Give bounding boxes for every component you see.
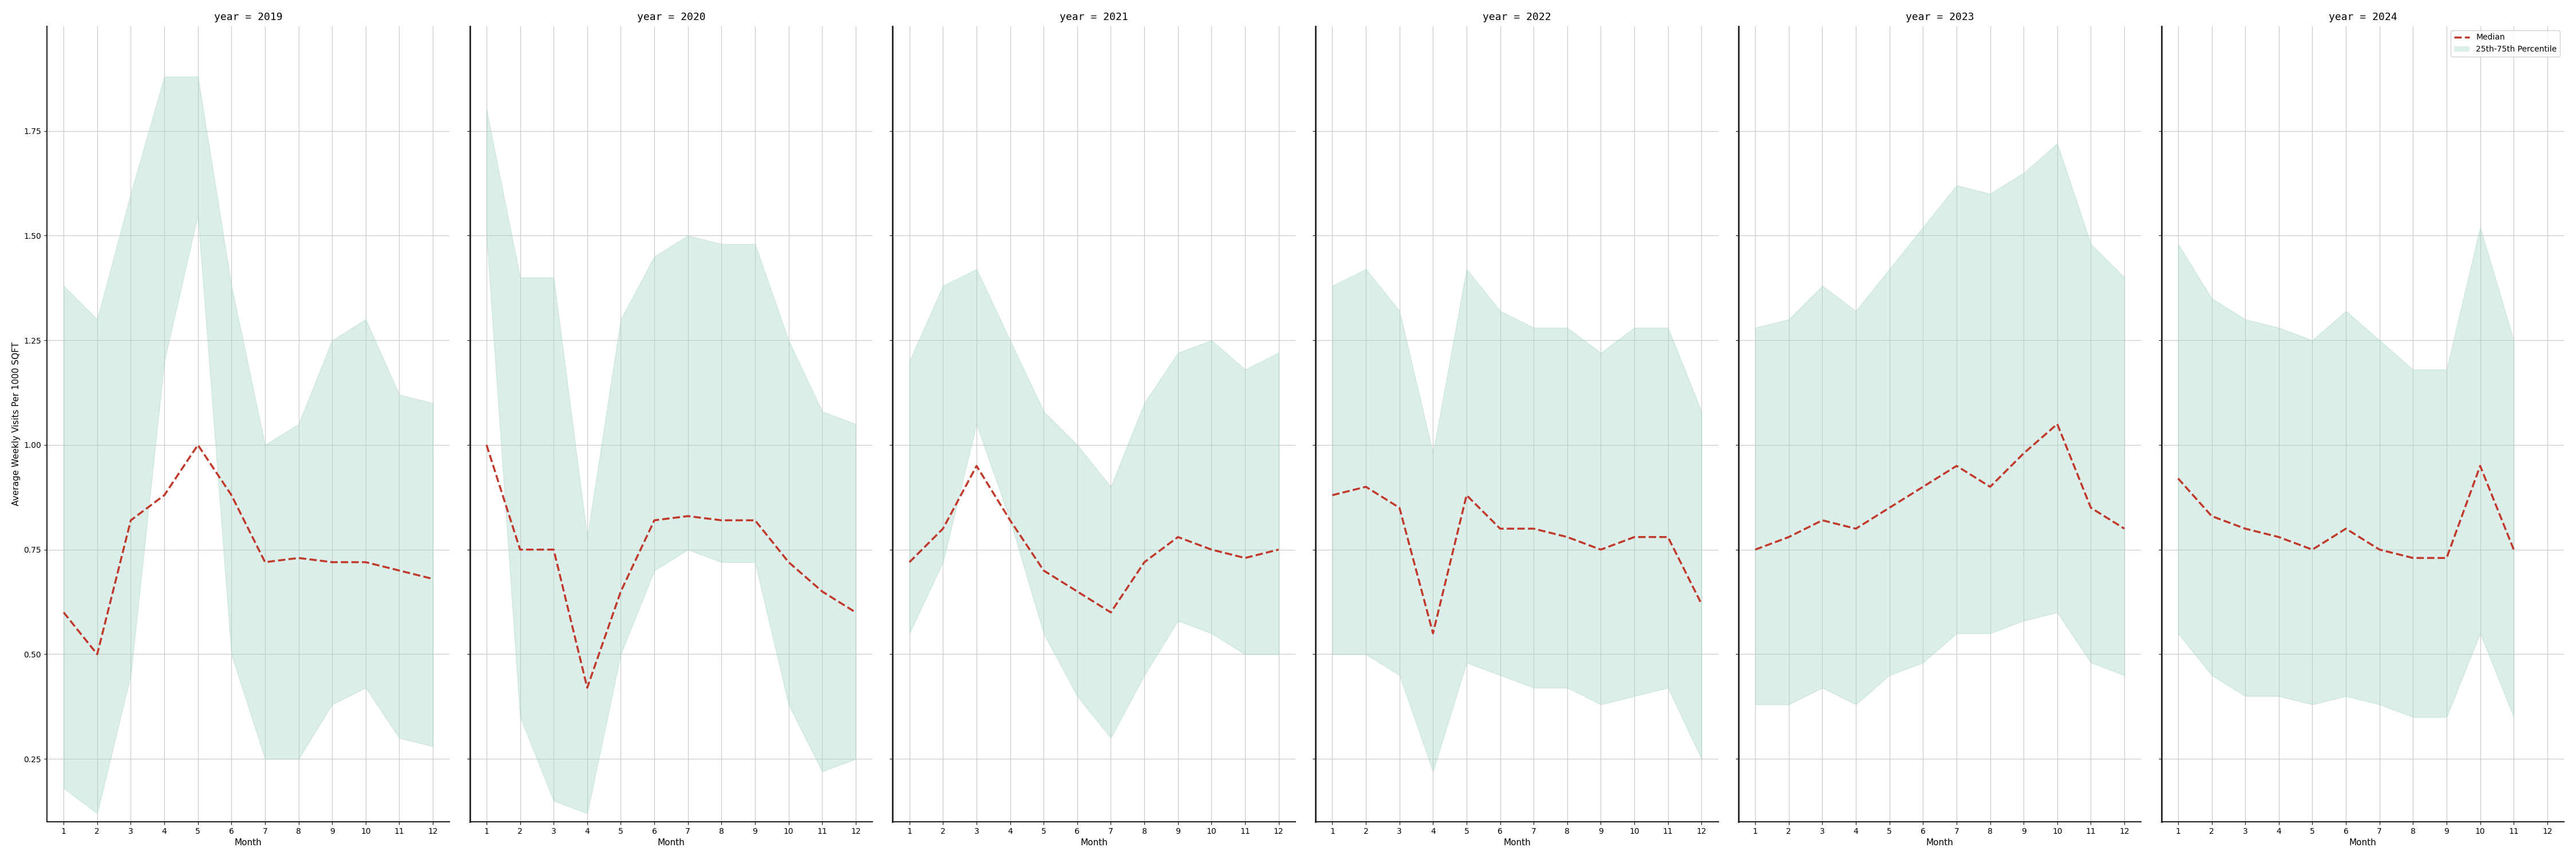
- Median: [82, 649, 113, 660]
- Median: [1028, 565, 1059, 576]
- Median: [639, 515, 670, 526]
- Title: year = 2021: year = 2021: [1059, 12, 1128, 22]
- Median: [572, 683, 603, 693]
- Median: [2298, 545, 2329, 555]
- Median: [773, 557, 804, 567]
- Median: [216, 490, 247, 500]
- Median: [1839, 523, 1870, 533]
- Median: [1162, 532, 1193, 542]
- X-axis label: Month: Month: [657, 838, 685, 847]
- Median: [2164, 473, 2195, 484]
- Median: [317, 557, 348, 567]
- Median: [2009, 448, 2040, 459]
- Median: [1651, 532, 1682, 542]
- Median: [994, 515, 1025, 526]
- Median: [806, 587, 837, 597]
- Line: Median: Median: [1332, 487, 1703, 633]
- X-axis label: Month: Month: [2349, 838, 2378, 847]
- Median: [2076, 503, 2107, 513]
- Median: [283, 553, 314, 564]
- X-axis label: Month: Month: [1927, 838, 1953, 847]
- Title: year = 2022: year = 2022: [1484, 12, 1551, 22]
- Median: [1909, 482, 1940, 492]
- Median: [894, 557, 925, 567]
- Median: [1316, 490, 1347, 500]
- Median: [1976, 482, 2007, 492]
- Median: [471, 440, 502, 450]
- Line: Median: Median: [1754, 424, 2125, 550]
- Median: [840, 607, 871, 618]
- Median: [505, 545, 536, 555]
- Median: [250, 557, 281, 567]
- X-axis label: Month: Month: [1504, 838, 1530, 847]
- Title: year = 2020: year = 2020: [636, 12, 706, 22]
- Title: year = 2019: year = 2019: [214, 12, 283, 22]
- Legend: Median, 25th-75th Percentile: Median, 25th-75th Percentile: [2450, 30, 2561, 57]
- Median: [927, 523, 958, 533]
- Median: [605, 587, 636, 597]
- Median: [1128, 557, 1159, 567]
- Median: [1551, 532, 1582, 542]
- Median: [49, 607, 80, 618]
- Line: Median: Median: [2179, 466, 2514, 558]
- Median: [1618, 532, 1649, 542]
- X-axis label: Month: Month: [234, 838, 263, 847]
- Median: [417, 574, 448, 584]
- Line: Median: Median: [909, 466, 1278, 612]
- Median: [2231, 523, 2262, 533]
- Median: [1584, 545, 1615, 555]
- Line: Median: Median: [487, 445, 855, 688]
- Median: [1450, 490, 1481, 500]
- Median: [1383, 503, 1414, 513]
- Median: [149, 490, 180, 500]
- Title: year = 2023: year = 2023: [1906, 12, 1973, 22]
- Median: [2264, 532, 2295, 542]
- X-axis label: Month: Month: [1079, 838, 1108, 847]
- Median: [350, 557, 381, 567]
- Median: [384, 565, 415, 576]
- Median: [2110, 523, 2141, 533]
- Median: [1806, 515, 1837, 526]
- Median: [1942, 460, 1973, 471]
- Median: [1739, 545, 1770, 555]
- Median: [961, 460, 992, 471]
- Median: [706, 515, 737, 526]
- Median: [2331, 523, 2362, 533]
- Median: [538, 545, 569, 555]
- Median: [2465, 460, 2496, 471]
- Median: [1061, 587, 1092, 597]
- Median: [672, 511, 703, 521]
- Median: [1095, 607, 1126, 618]
- Median: [2365, 545, 2396, 555]
- Median: [1484, 523, 1515, 533]
- Median: [2043, 419, 2074, 430]
- Median: [2398, 553, 2429, 564]
- Title: year = 2024: year = 2024: [2329, 12, 2396, 22]
- Median: [2499, 545, 2530, 555]
- Median: [1350, 482, 1381, 492]
- Y-axis label: Average Weekly Visits Per 1000 SQFT: Average Weekly Visits Per 1000 SQFT: [13, 342, 21, 506]
- Median: [1262, 545, 1293, 555]
- Median: [2197, 511, 2228, 521]
- Median: [1772, 532, 1803, 542]
- Median: [2432, 553, 2463, 564]
- Median: [1873, 503, 1904, 513]
- Line: Median: Median: [64, 445, 433, 655]
- Median: [183, 440, 214, 450]
- Median: [1687, 599, 1718, 609]
- Median: [1229, 553, 1260, 564]
- Median: [116, 515, 147, 526]
- Median: [739, 515, 770, 526]
- Median: [1417, 628, 1448, 638]
- Median: [1195, 545, 1226, 555]
- Median: [1517, 523, 1548, 533]
